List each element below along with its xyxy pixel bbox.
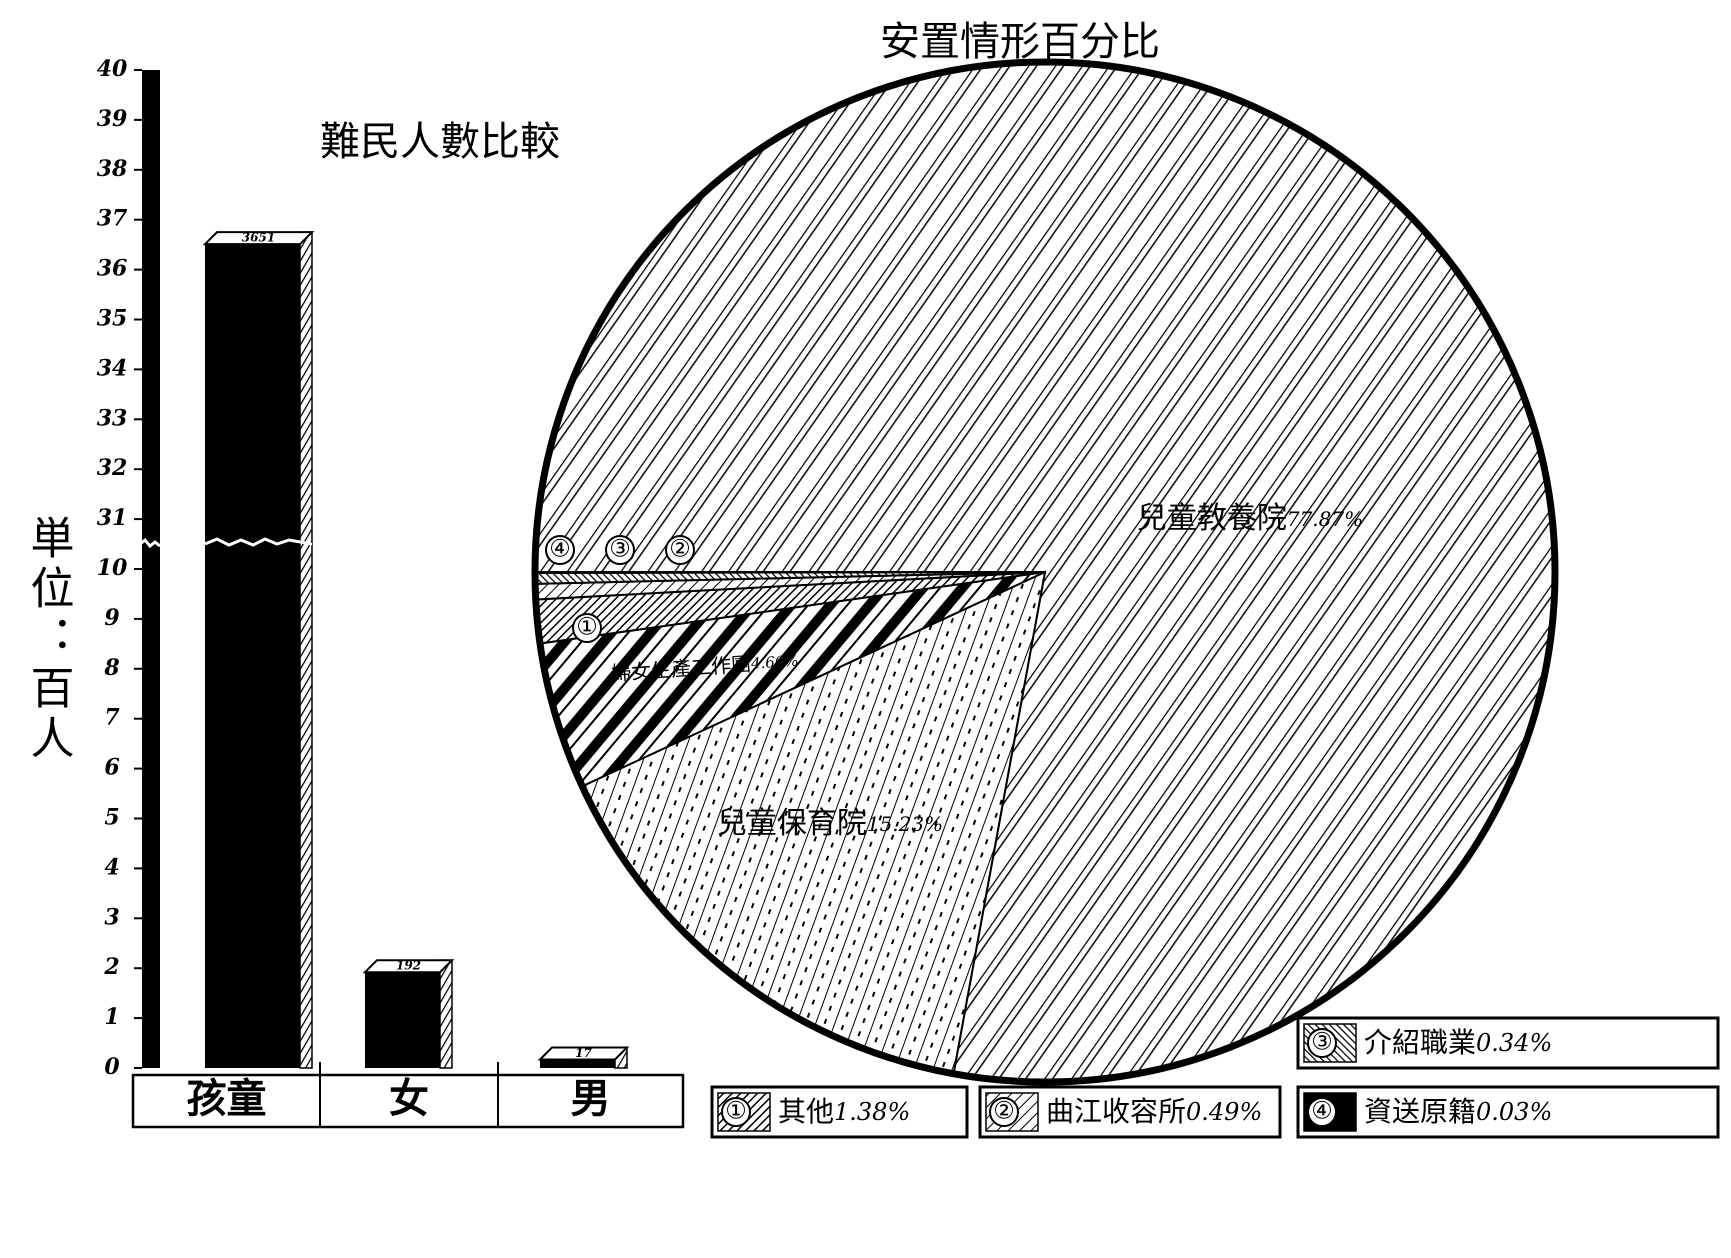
y-tick-label: 32: [97, 455, 128, 481]
value-label: 192: [396, 959, 421, 973]
slice-marker: ④: [549, 535, 571, 563]
x-tick-label: 男: [571, 1075, 611, 1122]
y-tick-label: 3: [104, 904, 119, 930]
legend-marker-ring: [1307, 1028, 1337, 1058]
legend-name: 曲江收容所: [1046, 1095, 1186, 1128]
slice-marker-ring: [665, 535, 695, 565]
legend-name: 介紹職業: [1364, 1026, 1476, 1059]
pie-slice: [533, 571, 1046, 574]
slice-name: 兒童保育院: [717, 806, 867, 841]
legend-box: [1296, 1016, 1720, 1070]
pie-outline: [531, 58, 1559, 1086]
slice-value: 77.87%: [1287, 507, 1363, 531]
legend-marker-ring: [1307, 1097, 1337, 1127]
y-tick-label: 33: [97, 405, 128, 431]
value-label: 17: [575, 1046, 592, 1060]
y-tick-label: 37: [97, 206, 128, 232]
legend-value: 1.38%: [834, 1098, 910, 1126]
y-tick-label: 4: [104, 854, 119, 880]
slice-value: 4.66%: [749, 651, 799, 672]
bar-top: [537, 1046, 630, 1061]
y-tick-label: 35: [97, 306, 128, 332]
bar: [540, 1059, 615, 1068]
legend-marker-ring: [989, 1097, 1019, 1127]
bar: [365, 972, 440, 1068]
legend-box: [1296, 1085, 1720, 1139]
y-tick-label: 0: [104, 1054, 120, 1080]
legend-label: 資送原籍0.03%: [1364, 1095, 1552, 1128]
y-tick-label: 9: [104, 605, 119, 631]
bar: [205, 244, 300, 1068]
y-tick-label: 6: [104, 755, 119, 781]
bar-side: [299, 231, 313, 1069]
y-tick-label: 40: [97, 56, 128, 82]
legend-name: 其他: [778, 1095, 834, 1128]
pie-title: 安置情形百分比: [880, 19, 1160, 65]
y-tick-label: 10: [97, 555, 128, 581]
legend-value: 0.03%: [1476, 1098, 1552, 1126]
y-tick-label: 31: [97, 505, 128, 531]
value-label: 3651: [242, 231, 275, 245]
x-tick-label: 女: [389, 1075, 429, 1122]
y-tick-label: 1: [104, 1004, 119, 1030]
legend-marker: ④: [1311, 1097, 1333, 1125]
slice-label: 兒童教養院77.87%: [1137, 501, 1363, 536]
legend-marker: ②: [993, 1097, 1015, 1125]
axis-column: [142, 70, 160, 1068]
x-tick-label: 孩童: [187, 1075, 267, 1122]
legend-name: 資送原籍: [1364, 1095, 1476, 1128]
bar-top: [202, 231, 315, 246]
legend-label: 其他1.38%: [778, 1095, 910, 1128]
y-axis-label: 単位：百人: [23, 515, 74, 765]
slice-marker: ①: [576, 613, 598, 641]
legend-marker-ring: [721, 1097, 751, 1127]
y-tick-label: 2: [103, 954, 119, 980]
legend-value: 0.34%: [1476, 1029, 1552, 1057]
bar-top: [362, 959, 455, 974]
y-tick-label: 36: [97, 256, 128, 282]
bar-side: [439, 959, 453, 1069]
y-tick-label: 38: [97, 156, 128, 182]
legend-marker: ③: [1311, 1028, 1333, 1056]
slice-label: 兒童保育院15.23%: [717, 806, 943, 841]
slice-marker: ③: [609, 535, 631, 563]
slice-marker-ring: [545, 535, 575, 565]
legend-label: 介紹職業0.34%: [1364, 1026, 1552, 1059]
bar-break: [204, 537, 313, 547]
category-row: [131, 1073, 685, 1129]
slice-value: 15.23%: [867, 812, 943, 836]
slice-marker-ring: [572, 613, 602, 643]
y-tick-label: 39: [97, 106, 128, 132]
legend-value: 0.49%: [1186, 1098, 1262, 1126]
slice-name: 兒童教養院: [1137, 501, 1287, 536]
slice-marker-ring: [605, 535, 635, 565]
y-tick-label: 5: [104, 805, 119, 831]
legend-marker: ①: [725, 1097, 747, 1125]
legend-label: 曲江收容所0.49%: [1046, 1095, 1262, 1128]
axis-break: [139, 537, 161, 549]
y-tick-label: 7: [104, 705, 120, 731]
y-tick-label: 8: [103, 655, 119, 681]
bar-title: 難民人數比較: [320, 119, 560, 165]
y-tick-label: 34: [97, 355, 128, 381]
slice-marker: ②: [669, 535, 691, 563]
